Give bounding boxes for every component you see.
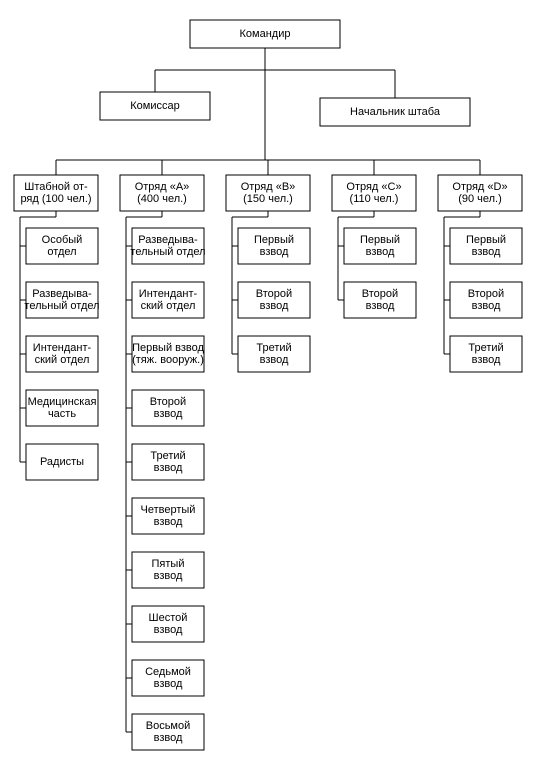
- col3-header-text-l0: Отряд «C»: [346, 181, 401, 193]
- col3-item1-text-l0: Второй: [362, 288, 398, 300]
- col4-item2-text-l0: Третий: [468, 342, 503, 354]
- col1-item3-text-l0: Второй: [150, 396, 186, 408]
- col1-item0-text-l0: Разведыва-: [138, 234, 198, 246]
- col1-item9-text-l1: взвод: [154, 732, 183, 744]
- col2-item2-text-l0: Третий: [256, 342, 291, 354]
- col2-item1-text-l1: взвод: [260, 300, 289, 312]
- col1-item1-text-l1: ский отдел: [141, 300, 196, 312]
- col0-header-text-l0: Штабной от-: [24, 181, 88, 193]
- col4-item2-text-l1: взвод: [472, 354, 501, 366]
- col0-item0-text-l0: Особый: [42, 234, 83, 246]
- col1-item1-text-l0: Интендант-: [139, 288, 198, 300]
- col1-item0-text-l1: тельный отдел: [130, 246, 205, 258]
- col3-header-text-l1: (110 чел.): [350, 193, 399, 205]
- col2-item2-text-l1: взвод: [260, 354, 289, 366]
- col4-item0-text-l0: Первый: [466, 234, 506, 246]
- col3-item0-text-l1: взвод: [366, 246, 395, 258]
- col1-item3-text-l1: взвод: [154, 408, 183, 420]
- col0-item4-text-l0: Радисты: [40, 456, 84, 468]
- col1-header-text-l0: Отряд «A»: [135, 181, 190, 193]
- col1-item5-text-l0: Четвертый: [141, 504, 196, 516]
- col1-item9-text-l0: Восьмой: [146, 720, 191, 732]
- col2-item0-text-l0: Первый: [254, 234, 294, 246]
- col2-item1-text-l0: Второй: [256, 288, 292, 300]
- commander-label: Командир: [240, 28, 291, 40]
- col4-header-text-l0: Отряд «D»: [452, 181, 507, 193]
- col4-item1-text-l0: Второй: [468, 288, 504, 300]
- col1-item5-text-l1: взвод: [154, 516, 183, 528]
- col0-item0-text-l1: отдел: [47, 246, 76, 258]
- col1-item8-text-l1: взвод: [154, 678, 183, 690]
- col0-item2-text-l1: ский отдел: [35, 354, 90, 366]
- col3-item0-text-l0: Первый: [360, 234, 400, 246]
- col4-item1-text-l1: взвод: [472, 300, 501, 312]
- col1-item7-text-l1: взвод: [154, 624, 183, 636]
- col1-item8-text-l0: Седьмой: [145, 666, 191, 678]
- col2-header-text-l1: (150 чел.): [243, 193, 293, 205]
- col3-item1-text-l1: взвод: [366, 300, 395, 312]
- col4-item0-text-l1: взвод: [472, 246, 501, 258]
- col0-item1-text-l1: тельный отдел: [24, 300, 99, 312]
- col1-header-text-l1: (400 чел.): [137, 193, 187, 205]
- col1-item2-text-l0: Первый взвод: [132, 342, 204, 354]
- col1-item6-text-l1: взвод: [154, 570, 183, 582]
- chief-label: Начальник штаба: [350, 106, 441, 118]
- col2-header-text-l0: Отряд «B»: [241, 181, 296, 193]
- col0-item2-text-l0: Интендант-: [33, 342, 92, 354]
- col0-item1-text-l0: Разведыва-: [32, 288, 92, 300]
- col0-item3-text-l0: Медицинская: [28, 396, 97, 408]
- col1-item4-text-l0: Третий: [150, 450, 185, 462]
- org-chart: Командир Комиссар Начальник штаба Штабной о…: [0, 0, 533, 770]
- col1-item7-text-l0: Шестой: [149, 612, 188, 624]
- col1-item6-text-l0: Пятый: [152, 558, 185, 570]
- commissar-label: Комиссар: [130, 100, 179, 112]
- col4-header-text-l1: (90 чел.): [458, 193, 502, 205]
- col2-item0-text-l1: взвод: [260, 246, 289, 258]
- col1-item4-text-l1: взвод: [154, 462, 183, 474]
- col0-header-text-l1: ряд (100 чел.): [20, 193, 91, 205]
- col0-item3-text-l1: часть: [48, 408, 76, 420]
- col1-item2-text-l1: (тяж. вооруж.): [132, 354, 204, 366]
